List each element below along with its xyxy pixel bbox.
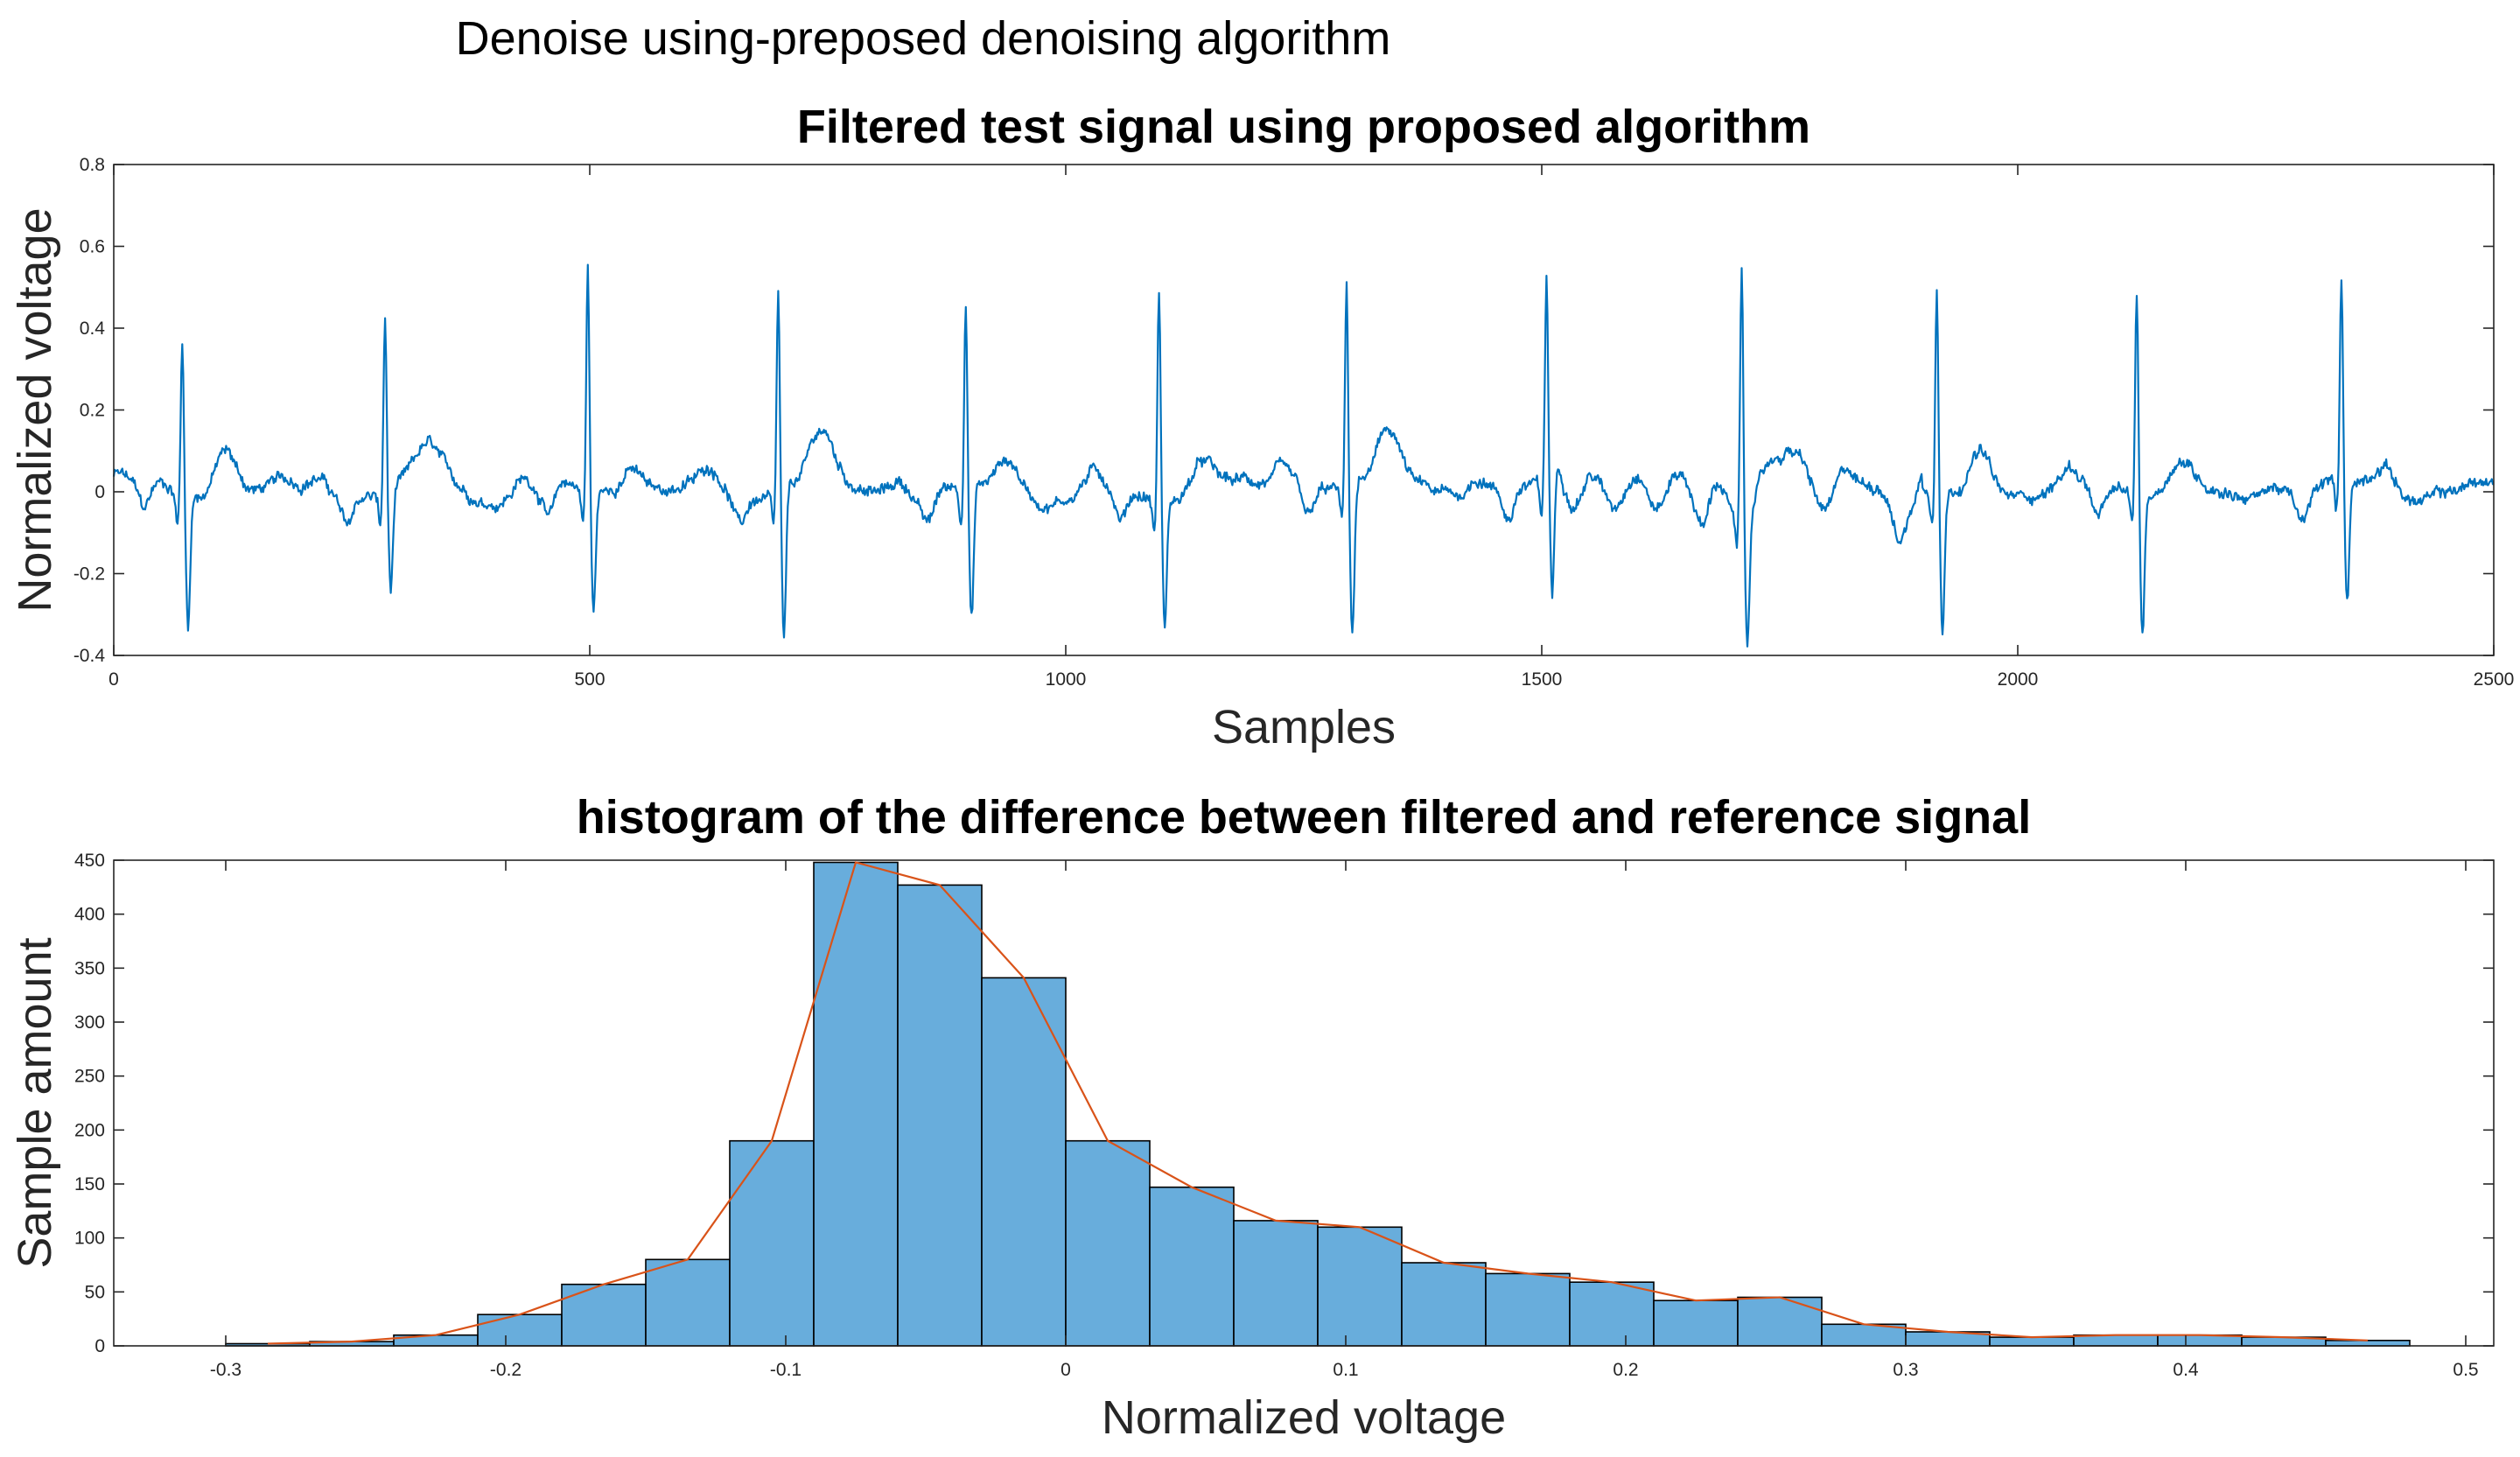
histogram-x-tick-label: 0.2	[1613, 1360, 1638, 1380]
signal-x-tick-label: 500	[574, 669, 605, 690]
histogram-y-tick-label: 300	[74, 1012, 105, 1033]
histogram-fit-line	[267, 861, 2369, 1345]
histogram-bar	[1569, 1281, 1655, 1347]
signal-axes-box	[113, 164, 2495, 656]
histogram-x-tick-label: 0.3	[1893, 1360, 1918, 1380]
histogram-bar	[1065, 1139, 1151, 1347]
signal-y-tick-label: 0.2	[80, 401, 105, 421]
histogram-axes-title: histogram of the difference between filt…	[577, 791, 2031, 844]
signal-axes-ticks: 0 500 1000 1500 2000 2500 -0.4 -0.2 0 0.2 0.4 0.6 0.…	[74, 155, 2515, 690]
histogram-y-tick-label: 200	[74, 1120, 105, 1140]
histogram-axes-ticks: -0.3 -0.2 -0.1 0 0.1 0.2 0.3 0.4 0.5 0 50 100 150 200…	[74, 851, 2494, 1380]
signal-y-tick-label: -0.2	[74, 564, 105, 585]
histogram-bar	[2325, 1340, 2411, 1347]
histogram-y-tick-label: 50	[85, 1282, 105, 1302]
histogram-bar	[1737, 1296, 1823, 1347]
signal-y-tick-label: 0.8	[80, 155, 105, 175]
histogram-bar	[897, 884, 983, 1347]
signal-x-tick-label: 2500	[2474, 669, 2515, 690]
histogram-axes: histogram of the difference between filt…	[9, 791, 2495, 1444]
histogram-y-tick-label: 250	[74, 1067, 105, 1087]
histogram-y-tick-label: 400	[74, 905, 105, 925]
signal-x-axis-label: Samples	[1212, 701, 1396, 753]
histogram-y-axis-label: Sample amount	[9, 937, 61, 1268]
histogram-bar	[1485, 1272, 1571, 1347]
histogram-x-tick-label: 0.5	[2453, 1360, 2478, 1380]
histogram-bar	[645, 1258, 731, 1347]
signal-x-tick-label: 1000	[1046, 669, 1087, 690]
histogram-bars	[225, 861, 2411, 1347]
histogram-x-tick-label: -0.2	[490, 1360, 522, 1380]
histogram-y-tick-label: 0	[94, 1336, 105, 1356]
histogram-y-tick-label: 100	[74, 1229, 105, 1249]
histogram-bar	[1401, 1262, 1487, 1347]
histogram-y-tick-label: 450	[74, 851, 105, 871]
signal-y-tick-label: 0.4	[80, 319, 106, 339]
signal-x-tick-label: 2000	[1998, 669, 2039, 690]
histogram-bar	[561, 1283, 647, 1347]
histogram-x-tick-label: 0.1	[1333, 1360, 1358, 1380]
histogram-axes-box	[113, 859, 2495, 1347]
signal-x-tick-label: 0	[108, 669, 119, 690]
histogram-y-tick-label: 150	[74, 1174, 105, 1194]
signal-axes-title: Filtered test signal using proposed algo…	[797, 101, 1810, 153]
histogram-bar	[729, 1139, 815, 1347]
histogram-bar	[1653, 1299, 1739, 1347]
signal-y-axis-label: Normalized voltage	[9, 207, 61, 612]
histogram-y-tick-label: 350	[74, 958, 105, 978]
signal-axes: Filtered test signal using proposed algo…	[9, 101, 2514, 753]
histogram-bar	[1149, 1186, 1235, 1347]
histogram-x-axis-label: Normalized voltage	[1102, 1391, 1506, 1444]
histogram-x-tick-label: 0.4	[2173, 1360, 2199, 1380]
signal-y-tick-label: 0	[94, 482, 105, 502]
histogram-bar	[1233, 1220, 1319, 1347]
signal-line	[112, 263, 2495, 648]
histogram-bar	[1989, 1336, 2075, 1347]
histogram-x-tick-label: -0.1	[770, 1360, 802, 1380]
histogram-bar	[477, 1313, 563, 1347]
histogram-bar	[1317, 1226, 1403, 1347]
histogram-x-tick-label: 0	[1060, 1360, 1071, 1380]
histogram-bar	[813, 861, 899, 1347]
histogram-x-tick-label: -0.3	[210, 1360, 242, 1380]
signal-y-tick-label: -0.4	[74, 646, 106, 666]
signal-y-tick-label: 0.6	[80, 237, 105, 257]
signal-x-tick-label: 1500	[1522, 669, 1563, 690]
figure-suptitle: Denoise using-preposed denoising algorit…	[456, 12, 1391, 65]
